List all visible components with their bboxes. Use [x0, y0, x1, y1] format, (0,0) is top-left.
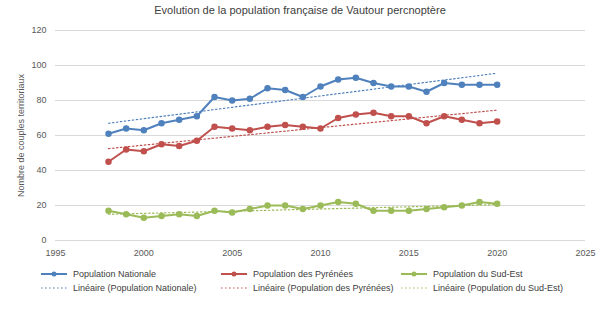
- svg-text:20: 20: [36, 200, 46, 210]
- svg-text:120: 120: [31, 25, 46, 35]
- svg-text:100: 100: [31, 60, 46, 70]
- svg-text:0: 0: [41, 235, 46, 245]
- html-text:Linéaire (Population Nationale: Linéaire (Population Nationale): [73, 283, 197, 293]
- svg-text:2005: 2005: [222, 248, 242, 258]
- svg-text:2000: 2000: [134, 248, 154, 258]
- html-text:Population du Sud-Est: Population du Sud-Est: [433, 269, 523, 279]
- svg-text:2020: 2020: [487, 248, 507, 258]
- svg-text:2010: 2010: [310, 248, 330, 258]
- svg-text:60: 60: [36, 130, 46, 140]
- svg-text:1995: 1995: [45, 248, 65, 258]
- html-text:Evolution de la population fra: Evolution de la population française de …: [154, 4, 446, 16]
- html-text:Linéaire (Population des Pyrén: Linéaire (Population des Pyrénées): [253, 283, 394, 293]
- html-text:Population des Pyrénées: Population des Pyrénées: [253, 269, 354, 279]
- svg-text:80: 80: [36, 95, 46, 105]
- svg-text:2025: 2025: [575, 248, 595, 258]
- svg-text:40: 40: [36, 165, 46, 175]
- svg-text:2015: 2015: [399, 248, 419, 258]
- html-text:Linéaire (Population du Sud-Es: Linéaire (Population du Sud-Est): [433, 283, 564, 293]
- html-text:Population Nationale: Population Nationale: [73, 269, 157, 279]
- svg-text:Nombre de couples territoriaux: Nombre de couples territoriaux: [16, 73, 26, 197]
